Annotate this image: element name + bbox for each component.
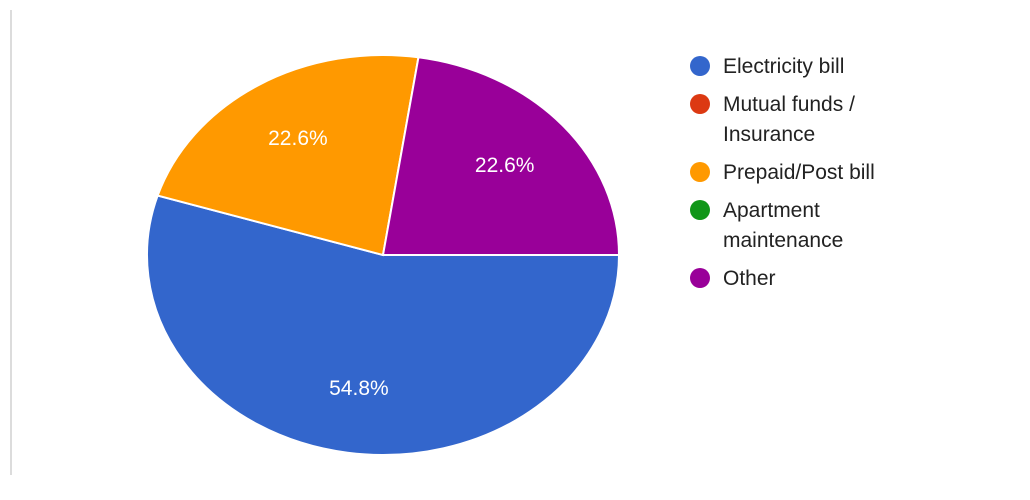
legend-swatch-2 bbox=[690, 162, 710, 182]
pie-slice-0 bbox=[146, 194, 621, 456]
legend-item-1: Mutual funds / Insurance bbox=[690, 90, 1020, 150]
legend-swatch-3 bbox=[690, 200, 710, 220]
legend-label-3: Apartment maintenance bbox=[723, 199, 844, 252]
legend-label-4: Other bbox=[723, 267, 776, 290]
chart-legend: Electricity bill Mutual funds / Insurance… bbox=[690, 52, 1020, 302]
legend-swatch-4 bbox=[690, 268, 710, 288]
legend-swatch-0 bbox=[690, 56, 710, 76]
pie-slice-label-2: 22.6% bbox=[268, 127, 328, 150]
left-divider bbox=[10, 10, 12, 475]
pie-chart: 54.8% 22.6% 22.6% bbox=[146, 54, 621, 456]
legend-item-2: Prepaid/Post bill bbox=[690, 158, 1020, 188]
legend-item-3: Apartment maintenance bbox=[690, 196, 1020, 256]
pie-slice-4 bbox=[381, 56, 621, 256]
legend-item-0: Electricity bill bbox=[690, 52, 1020, 82]
legend-label-1: Mutual funds / Insurance bbox=[723, 93, 855, 146]
pie-slice-label-4: 22.6% bbox=[475, 154, 535, 177]
legend-label-2: Prepaid/Post bill bbox=[723, 161, 875, 184]
pie-slice-label-0: 54.8% bbox=[329, 377, 389, 400]
legend-item-4: Other bbox=[690, 264, 1020, 294]
legend-swatch-1 bbox=[690, 94, 710, 114]
legend-label-0: Electricity bill bbox=[723, 55, 845, 78]
pie-slice-2 bbox=[156, 54, 420, 257]
